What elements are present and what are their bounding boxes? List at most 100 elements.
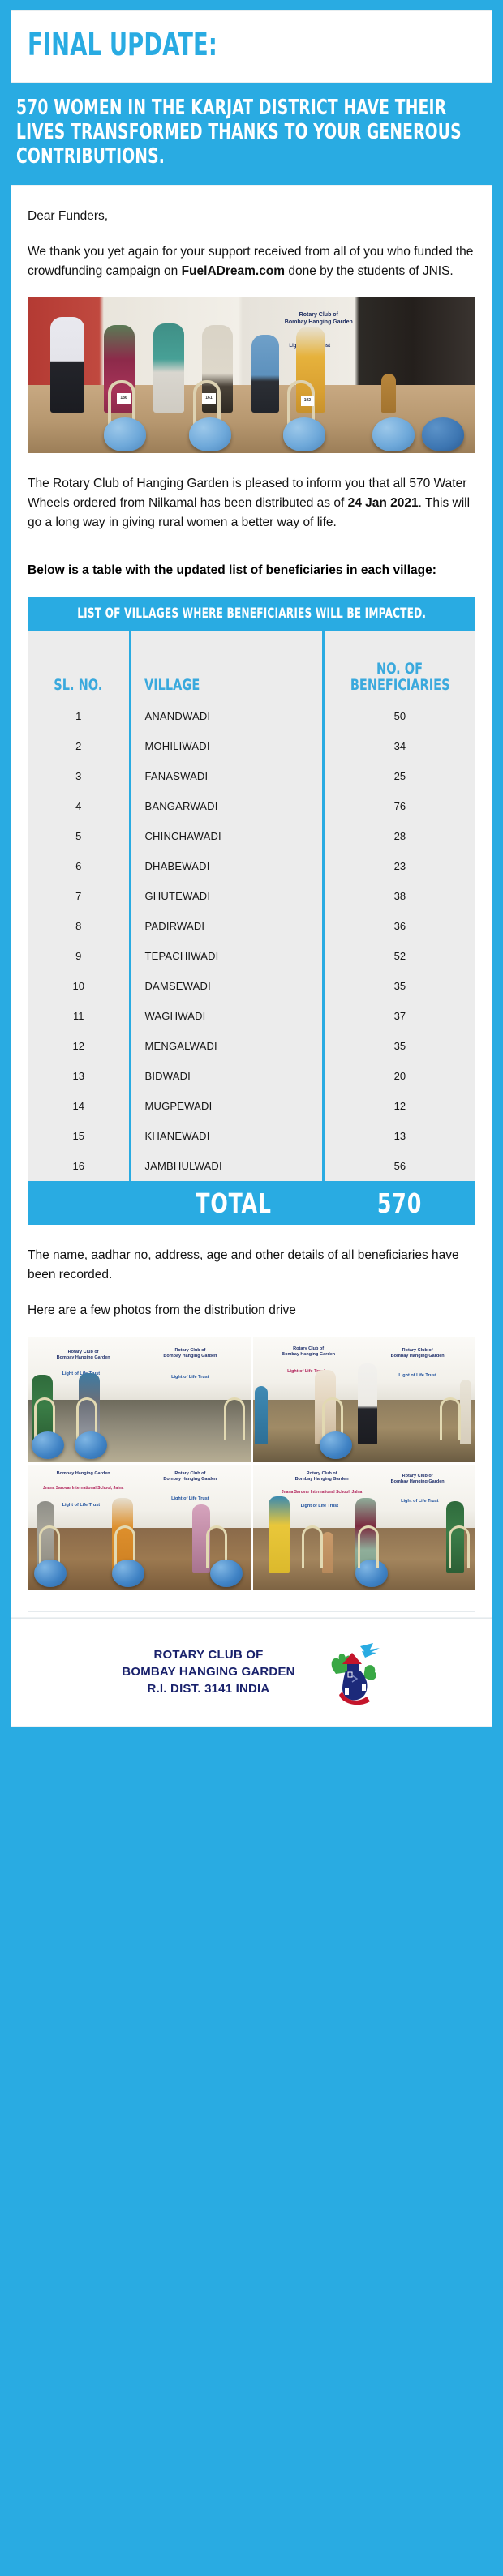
cell-sl-no: 15 — [28, 1121, 131, 1151]
beneficiary-tag-2: 161 — [202, 392, 216, 404]
grid-2-wheel-1 — [319, 1431, 352, 1459]
header-band: FINAL UPDATE: — [0, 0, 503, 83]
photo-person-3 — [153, 323, 184, 413]
grid-3-handle-2 — [114, 1525, 136, 1568]
photo-person-1 — [49, 317, 84, 413]
cell-beneficiary-count: 35 — [321, 1031, 475, 1061]
grid-4-banner-tagline-left: Light of Life Trust — [300, 1504, 339, 1509]
grid-2-handle-1 — [321, 1397, 343, 1440]
grid-1-ground — [28, 1399, 251, 1462]
grid-2-person-1 — [255, 1386, 269, 1445]
table-body: 1 ANANDWADI 50 2 MOHILIWADI 34 3 FANASWADI 25 4 BA… — [28, 701, 475, 1181]
beneficiaries-table-block: LIST OF VILLAGES WHERE BENEFICIARIES WIL… — [28, 597, 475, 1225]
cell-sl-no: 14 — [28, 1091, 131, 1121]
cell-beneficiary-count: 23 — [321, 851, 475, 881]
hero-photo-container: Rotary Club of Bombay Hanging Garden Lig… — [11, 297, 492, 453]
cell-village: MUGPEWADI — [129, 1091, 324, 1121]
cell-sl-no: 9 — [28, 941, 131, 971]
distribution-date: 24 Jan 2021 — [347, 496, 419, 510]
cell-sl-no: 2 — [28, 731, 131, 761]
table-row: 3 FANASWADI 25 — [28, 761, 475, 791]
grid-photo-4: Rotary Club of Bombay Hanging Garden Jnan… — [252, 1465, 475, 1590]
column-header-no-of-beneficiaries: NO. OF BENEFICIARIES — [321, 631, 475, 701]
table-row: 4 BANGARWADI 76 — [28, 791, 475, 821]
banner-title-text: Rotary Club of Bombay Hanging Garden — [284, 312, 353, 326]
cell-beneficiary-count: 35 — [321, 971, 475, 1001]
table-row: 13 BIDWADI 20 — [28, 1061, 475, 1091]
total-value-cell: 570 — [323, 1181, 475, 1225]
table-row: 14 MUGPEWADI 12 — [28, 1091, 475, 1121]
cell-village: FANASWADI — [129, 761, 324, 791]
grid-2-person-3 — [357, 1363, 377, 1445]
para2-part2: . This will go a long way in giving rura… — [28, 496, 471, 529]
grid-1-handle-1 — [34, 1397, 56, 1440]
table-row: 11 WAGHWADI 37 — [28, 1001, 475, 1031]
water-wheel-2 — [188, 417, 231, 451]
cell-beneficiary-count: 12 — [321, 1091, 475, 1121]
footer-line-1: ROTARY CLUB OF — [153, 1647, 264, 1662]
cell-village: JAMBHULWADI — [129, 1151, 324, 1181]
table-row: 7 GHUTEWADI 38 — [28, 881, 475, 911]
grid-4-person-2 — [321, 1532, 333, 1573]
paragraph-photos-intro: Here are a few photos from the distribut… — [28, 1303, 296, 1317]
grid-3-banner-school-left: Jnana Sarovar International School, Jaln… — [42, 1486, 124, 1491]
table-head: SL. NO. VILLAGE NO. OF BENEFICIARIES — [28, 631, 475, 701]
cell-village: ANANDWADI — [129, 701, 324, 731]
page-title: FINAL UPDATE: — [28, 27, 217, 62]
grid-3-wheel-2 — [112, 1560, 145, 1587]
cell-village: MOHILIWADI — [129, 731, 324, 761]
cell-sl-no: 3 — [28, 761, 131, 791]
grid-1-wheel-1 — [32, 1431, 65, 1459]
table-row: 8 PADIRWADI 36 — [28, 911, 475, 941]
water-wheel-handle-1 — [108, 380, 136, 426]
table-row: 1 ANANDWADI 50 — [28, 701, 475, 731]
cell-village: KHANEWADI — [129, 1121, 324, 1151]
cell-village: WAGHWADI — [129, 1001, 324, 1031]
subheadline-band: 570 WOMEN IN THE KARJAT DISTRICT HAVE TH… — [0, 83, 503, 185]
cell-sl-no: 6 — [28, 851, 131, 881]
footer-line-3: R.I. DIST. 3141 INDIA — [147, 1681, 270, 1696]
grid-4-banner-school-left: Jnana Sarovar International School, Jaln… — [281, 1490, 363, 1495]
column-header-sl-no: SL. NO. — [28, 631, 131, 701]
cell-beneficiary-count: 25 — [321, 761, 475, 791]
fueladream-link[interactable]: FuelADream.com — [181, 264, 286, 278]
cell-village: DAMSEWADI — [129, 971, 324, 1001]
cell-beneficiary-count: 76 — [321, 791, 475, 821]
grid-4-banner-text-left: Rotary Club of Bombay Hanging Garden — [294, 1470, 349, 1482]
grid-photo-1: Rotary Club of Bombay Hanging Garden Ligh… — [28, 1337, 251, 1462]
grid-4-handle-2 — [357, 1525, 379, 1568]
grid-4-banner-tagline-right: Light of Life Trust — [401, 1498, 439, 1504]
cell-beneficiary-count: 52 — [321, 941, 475, 971]
cell-sl-no: 10 — [28, 971, 131, 1001]
cell-sl-no: 4 — [28, 791, 131, 821]
para1-part1: We thank you yet again for your support … — [28, 245, 474, 278]
cell-beneficiary-count: 34 — [321, 731, 475, 761]
cell-village: GHUTEWADI — [129, 881, 324, 911]
water-wheel-handle-2 — [193, 380, 221, 426]
footer-line-2: BOMBAY HANGING GARDEN — [122, 1664, 295, 1679]
table-row: 10 DAMSEWADI 35 — [28, 971, 475, 1001]
table-caption: LIST OF VILLAGES WHERE BENEFICIARIES WIL… — [28, 597, 475, 631]
grid-1-handle-3 — [223, 1397, 245, 1440]
table-row: 9 TEPACHIWADI 52 — [28, 941, 475, 971]
grid-3-wheel-1 — [34, 1560, 67, 1587]
grid-2-banner-tagline-left: Light of Life Trust — [287, 1369, 325, 1375]
cell-sl-no: 1 — [28, 701, 131, 731]
grid-3-handle-1 — [38, 1525, 60, 1568]
total-spacer-cell — [28, 1181, 131, 1225]
column-header-village: VILLAGE — [129, 631, 324, 701]
cell-beneficiary-count: 36 — [321, 911, 475, 941]
grid-1-banner-tagline-right: Light of Life Trust — [171, 1374, 209, 1380]
cell-beneficiary-count: 56 — [321, 1151, 475, 1181]
grid-1-wheel-2 — [74, 1431, 107, 1459]
cell-beneficiary-count: 38 — [321, 881, 475, 911]
table-row: 15 KHANEWADI 13 — [28, 1121, 475, 1151]
cell-sl-no: 12 — [28, 1031, 131, 1061]
grid-2-banner-text-right: Rotary Club of Bombay Hanging Garden — [390, 1347, 445, 1359]
grid-2-banner-text-left: Rotary Club of Bombay Hanging Garden — [282, 1346, 336, 1358]
footer-club-name: ROTARY CLUB OF BOMBAY HANGING GARDEN R.I… — [122, 1646, 294, 1697]
grid-4-handle-3 — [449, 1525, 471, 1568]
grid-photo-3: Bombay Hanging Garden Jnana Sarovar Inte… — [28, 1465, 251, 1590]
grid-1-banner-text-right: Rotary Club of Bombay Hanging Garden — [163, 1347, 217, 1359]
cell-sl-no: 16 — [28, 1151, 131, 1181]
